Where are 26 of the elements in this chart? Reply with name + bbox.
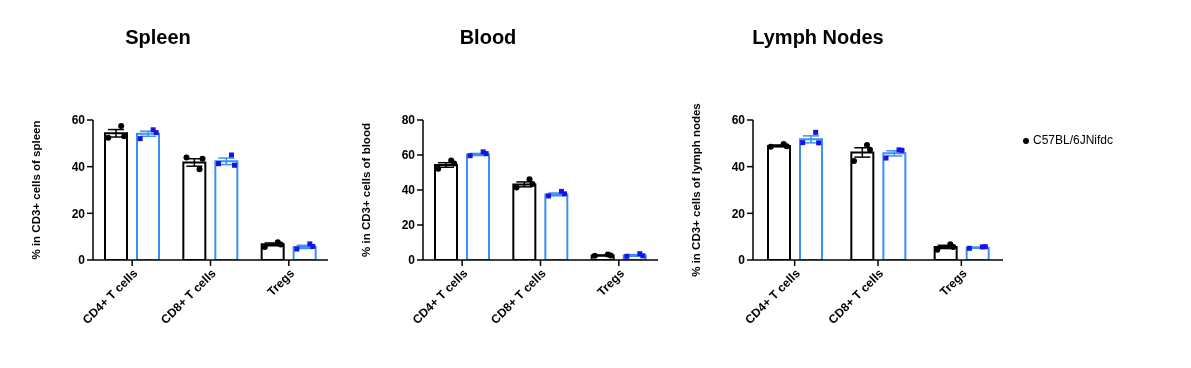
y-tick-label: 20 [71, 206, 86, 221]
y-tick-label: 0 [78, 253, 86, 268]
y-axis-title: % in CD3+ cells of lymph nodes [690, 103, 703, 277]
bar [544, 193, 569, 260]
y-tick-label: 20 [731, 206, 746, 221]
bar [136, 132, 160, 260]
bar [466, 153, 490, 260]
legend-label: C57BL/6JNifdc [1033, 133, 1114, 147]
y-tick-label: 0 [738, 253, 746, 268]
chart-title: Spleen [124, 25, 192, 50]
y-tick-label: 60 [401, 148, 416, 163]
y-tick-label: 60 [71, 113, 86, 128]
chart-title: Blood [458, 25, 518, 50]
y-tick-label: 40 [731, 159, 746, 174]
y-axis-title: % in CD3+ cells of blood [360, 123, 373, 257]
y-tick-label: 20 [401, 218, 416, 233]
y-axis-title: % in CD3+ cells of spleen [30, 120, 43, 260]
chart-title: Lymph Nodes [751, 25, 885, 50]
bar [214, 160, 239, 260]
bar [882, 152, 907, 260]
y-tick-label: 0 [408, 253, 416, 268]
y-tick-label: 60 [731, 113, 746, 128]
y-tick-label: 40 [401, 183, 416, 198]
y-tick-label: 80 [401, 113, 416, 128]
y-tick-label: 40 [71, 159, 86, 174]
bar [799, 138, 823, 260]
